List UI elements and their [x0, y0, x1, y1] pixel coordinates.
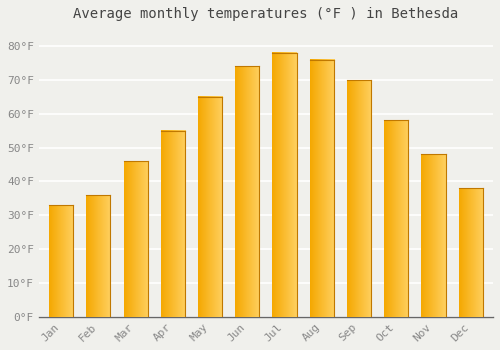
Title: Average monthly temperatures (°F ) in Bethesda: Average monthly temperatures (°F ) in Be…	[74, 7, 458, 21]
